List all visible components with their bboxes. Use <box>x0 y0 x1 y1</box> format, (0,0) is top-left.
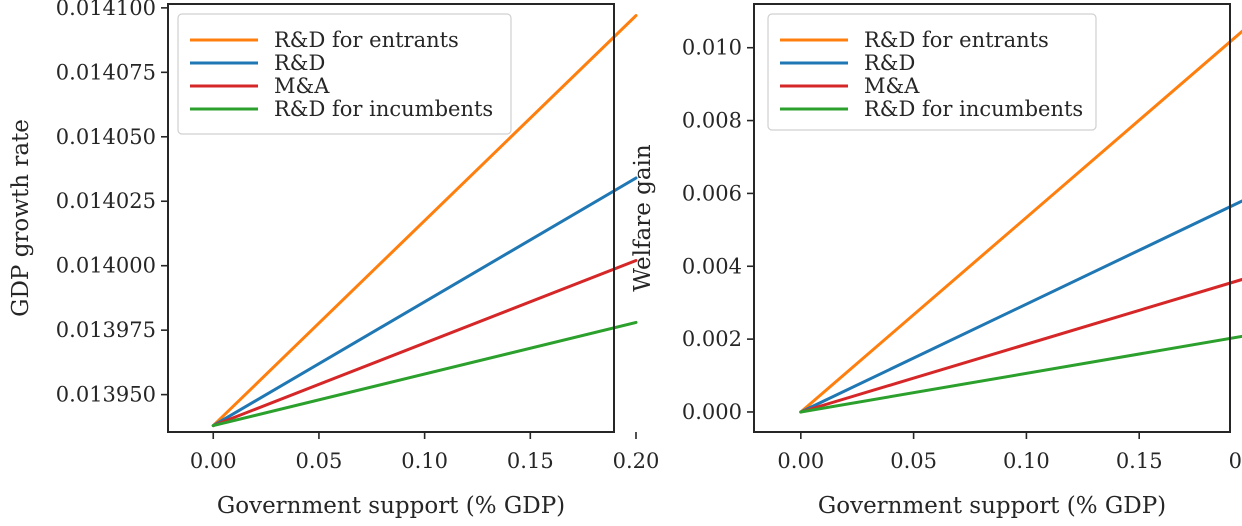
x-tick-label: 0.10 <box>401 449 448 473</box>
x-axis-label: Government support (% GDP) <box>818 493 1166 519</box>
plot-frame <box>753 3 1231 433</box>
y-tick-label: 0.013950 <box>56 383 156 407</box>
y-axis-label: Welfare gain <box>630 144 656 292</box>
series-line-1 <box>211 176 638 428</box>
y-tick-label: 0.014025 <box>56 189 156 213</box>
legend-label-2: M&A <box>274 74 330 98</box>
x-tick-label: 0.05 <box>296 449 343 473</box>
legend-box <box>177 13 512 135</box>
x-tick-label: 0.10 <box>1003 449 1050 473</box>
legend-label-2: M&A <box>864 74 920 98</box>
y-axis-label: GDP growth rate <box>8 119 34 317</box>
left-chart-panel: 0.00 0.05 0.10 0.15 0.20 0.013950 0.013975 0.01… <box>8 0 659 519</box>
x-tick-label: 0.20 <box>1229 449 1242 473</box>
x-tick-label: 0.05 <box>890 449 937 473</box>
y-tick-label: 0.004 <box>682 254 742 278</box>
legend-label-3: R&D for incumbents <box>864 97 1083 121</box>
legend-label-3: R&D for incumbents <box>274 97 493 121</box>
y-tick-label: 0.010 <box>682 36 742 60</box>
y-tick-label: 0.014050 <box>56 125 156 149</box>
y-tick-label: 0.002 <box>682 327 742 351</box>
y-tick-label: 0.000 <box>682 400 742 424</box>
series-line-3 <box>799 334 1242 414</box>
x-tick-label: 0.15 <box>1116 449 1163 473</box>
x-tick-label: 0.00 <box>190 449 237 473</box>
x-tick-label: 0.15 <box>507 449 554 473</box>
legend-label-0: R&D for entrants <box>274 28 459 52</box>
legend-box <box>767 13 1097 131</box>
y-tick-label: 0.014100 <box>56 0 156 20</box>
plot-frame <box>167 3 615 433</box>
x-tick-label: 0.20 <box>613 449 660 473</box>
series-line-0 <box>799 29 1242 414</box>
y-tick-label: 0.014075 <box>56 60 156 84</box>
y-tick-label: 0.008 <box>682 109 742 133</box>
y-tick-label: 0.006 <box>682 181 742 205</box>
legend-label-1: R&D <box>864 51 915 75</box>
series-line-1 <box>799 199 1242 414</box>
series-line-0 <box>211 14 638 428</box>
right-chart-panel: 0.00 0.05 0.10 0.15 0.20 0.000 0.002 0.004 0.006… <box>630 3 1242 519</box>
y-tick-label: 0.014000 <box>56 254 156 278</box>
series-line-3 <box>211 320 638 428</box>
legend-label-0: R&D for entrants <box>864 28 1049 52</box>
x-tick-label: 0.00 <box>777 449 824 473</box>
series-line-2 <box>211 259 638 428</box>
y-tick-label: 0.013975 <box>56 318 156 342</box>
legend-label-1: R&D <box>274 51 325 75</box>
series-line-2 <box>799 277 1242 414</box>
x-axis-label: Government support (% GDP) <box>217 493 565 519</box>
